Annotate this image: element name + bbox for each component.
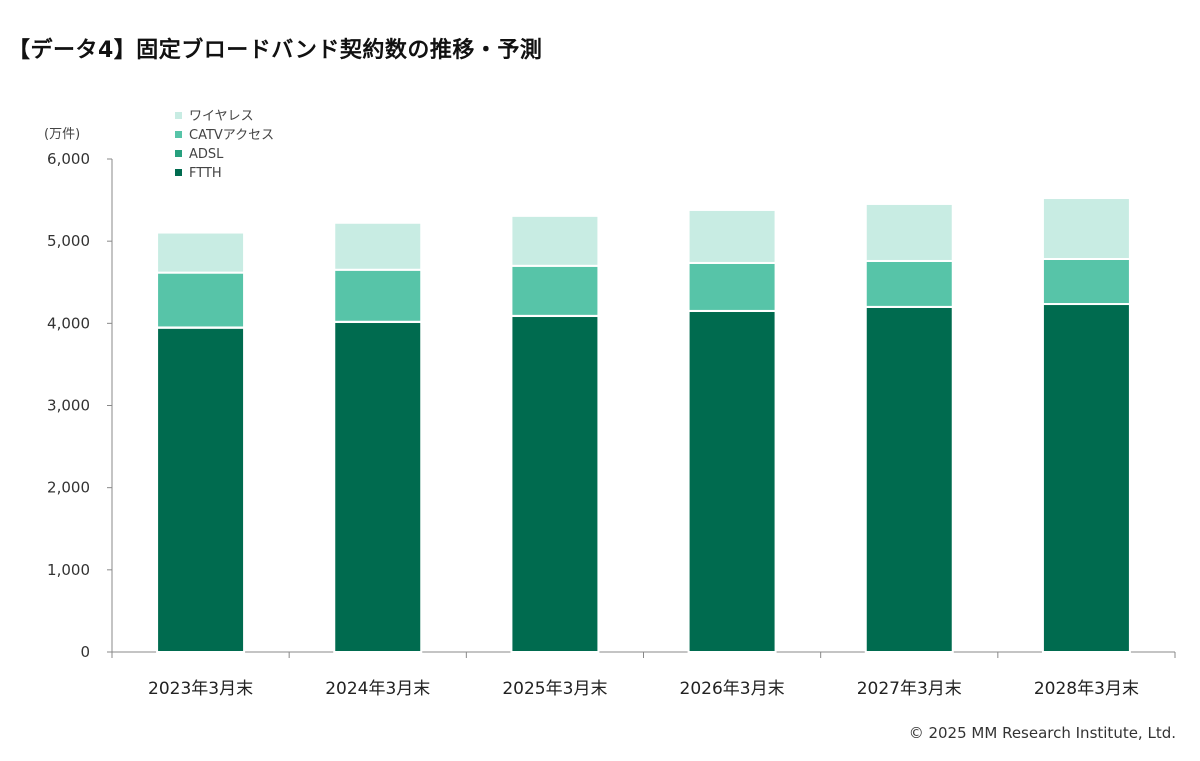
bar-segment-ワイヤレス xyxy=(864,202,954,262)
y-tick-label: 2,000 xyxy=(47,479,90,497)
legend-swatch-FTTH xyxy=(175,169,182,176)
y-tick-label: 4,000 xyxy=(47,314,90,332)
legend-label: CATVアクセス xyxy=(189,128,274,143)
x-tick-label: 2023年3月末 xyxy=(148,679,253,699)
y-tick-label: 3,000 xyxy=(47,397,90,415)
bar-segment-CATVアクセス xyxy=(510,264,600,317)
x-tick-label: 2026年3月末 xyxy=(680,679,785,699)
bar-segment-ワイヤレス xyxy=(156,231,246,274)
copyright-text: © 2025 MM Research Institute, Ltd. xyxy=(908,724,1176,742)
x-tick-label: 2028年3月末 xyxy=(1034,679,1139,699)
chart-title: 【データ4】固定ブロードバンド契約数の推移・予測 xyxy=(8,38,543,63)
x-tick-label: 2024年3月末 xyxy=(325,679,430,699)
bar-segment-FTTH xyxy=(1041,303,1131,653)
bar-segment-FTTH xyxy=(333,321,423,653)
x-tick-label: 2027年3月末 xyxy=(857,679,962,699)
bar-segment-FTTH xyxy=(687,310,777,653)
legend-label: FTTH xyxy=(189,166,222,181)
bar-segment-ワイヤレス xyxy=(687,208,777,264)
x-tick-label: 2025年3月末 xyxy=(502,679,607,699)
y-tick-label: 6,000 xyxy=(47,150,90,168)
legend-swatch-ワイヤレス xyxy=(175,112,182,119)
bar-segment-CATVアクセス xyxy=(156,271,246,329)
y-axis-unit-label: (万件) xyxy=(44,127,80,142)
y-tick-label: 1,000 xyxy=(47,561,90,579)
legend-swatch-CATVアクセス xyxy=(175,131,182,138)
bar-segment-CATVアクセス xyxy=(864,259,954,308)
bar-segment-CATVアクセス xyxy=(687,261,777,312)
y-tick-label: 0 xyxy=(80,643,90,661)
bar-segment-ワイヤレス xyxy=(1041,197,1131,260)
bar-segment-FTTH xyxy=(510,315,600,653)
bar-segment-ワイヤレス xyxy=(333,221,423,271)
bar-segment-CATVアクセス xyxy=(333,268,423,323)
bar-segment-FTTH xyxy=(864,305,954,653)
y-tick-label: 5,000 xyxy=(47,232,90,250)
legend-label: ADSL xyxy=(189,147,224,162)
legend-swatch-ADSL xyxy=(175,150,182,157)
bar-segment-FTTH xyxy=(156,326,246,653)
bar-segment-ワイヤレス xyxy=(510,214,600,267)
legend-label: ワイヤレス xyxy=(189,109,254,124)
bar-segment-CATVアクセス xyxy=(1041,257,1131,306)
